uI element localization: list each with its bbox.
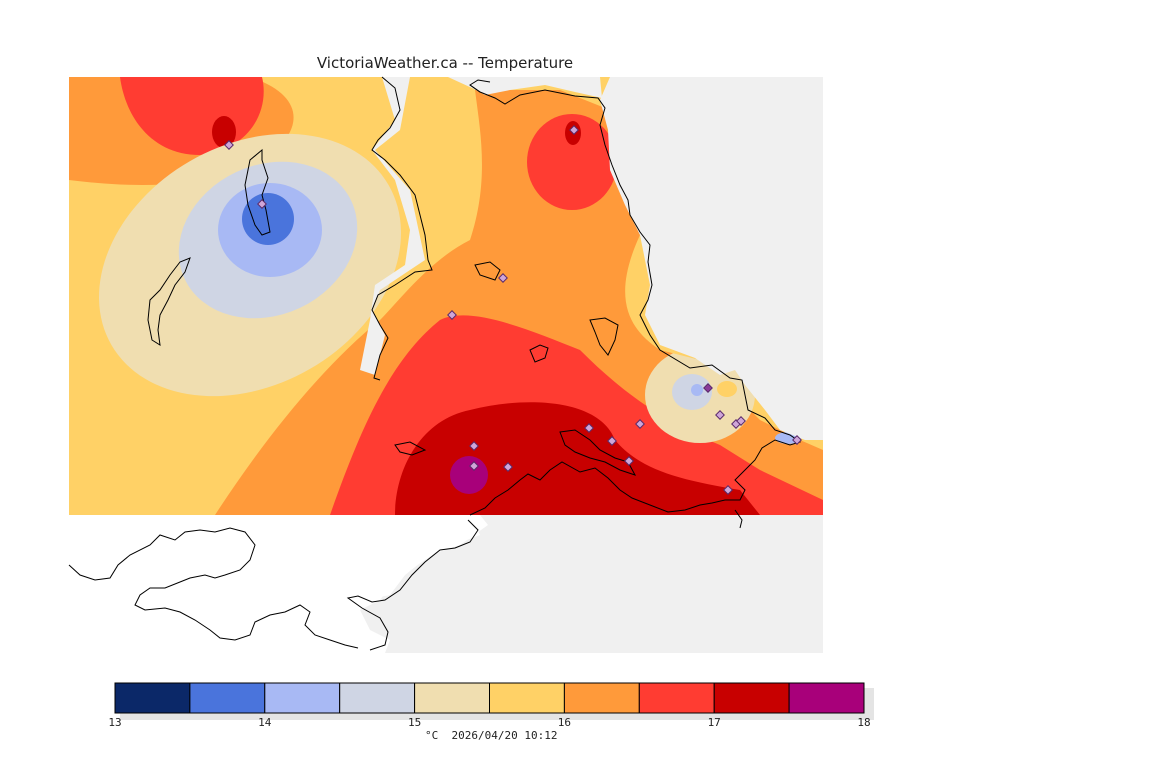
station-marker bbox=[584, 423, 594, 433]
station-marker bbox=[447, 310, 457, 320]
station-marker bbox=[224, 140, 234, 150]
outside-domain-east bbox=[355, 515, 488, 600]
legend-bin bbox=[563, 682, 640, 714]
station-marker bbox=[498, 273, 508, 283]
legend-bin bbox=[189, 682, 266, 714]
station-marker bbox=[715, 410, 725, 420]
legend-tick-label: 13 bbox=[108, 716, 121, 729]
legend-bin bbox=[638, 682, 715, 714]
units-timestamp: °C 2026/04/20 10:12 bbox=[425, 729, 558, 742]
map-title: VictoriaWeather.ca -- Temperature bbox=[316, 54, 574, 72]
station-marker bbox=[469, 461, 479, 471]
legend-bin bbox=[788, 682, 865, 714]
station-markers bbox=[224, 125, 802, 495]
no-data-mask bbox=[360, 77, 823, 440]
station-marker bbox=[635, 419, 645, 429]
station-marker bbox=[257, 199, 267, 209]
station-marker bbox=[569, 125, 579, 135]
legend-tick-label: 18 bbox=[857, 716, 870, 729]
station-marker bbox=[503, 462, 513, 472]
legend-bin bbox=[414, 682, 491, 714]
legend-tick-label: 17 bbox=[708, 716, 721, 729]
outside-domain bbox=[69, 515, 480, 653]
coastlines bbox=[68, 76, 802, 651]
legend-bin bbox=[264, 682, 341, 714]
legend-tick-label: 16 bbox=[558, 716, 571, 729]
station-marker bbox=[736, 416, 746, 426]
station-marker bbox=[792, 435, 802, 445]
station-marker bbox=[607, 436, 617, 446]
legend-bin bbox=[713, 682, 790, 714]
temperature-field bbox=[69, 77, 823, 515]
legend-bin bbox=[339, 682, 416, 714]
legend-bin bbox=[114, 682, 191, 714]
station-marker bbox=[624, 456, 634, 466]
legend-bin bbox=[489, 682, 565, 714]
legend-tick-label: 15 bbox=[408, 716, 421, 729]
station-marker bbox=[703, 383, 713, 393]
station-marker bbox=[469, 441, 479, 451]
legend-frame bbox=[114, 682, 865, 714]
station-marker bbox=[723, 485, 733, 495]
legend-tick-label: 14 bbox=[258, 716, 272, 729]
